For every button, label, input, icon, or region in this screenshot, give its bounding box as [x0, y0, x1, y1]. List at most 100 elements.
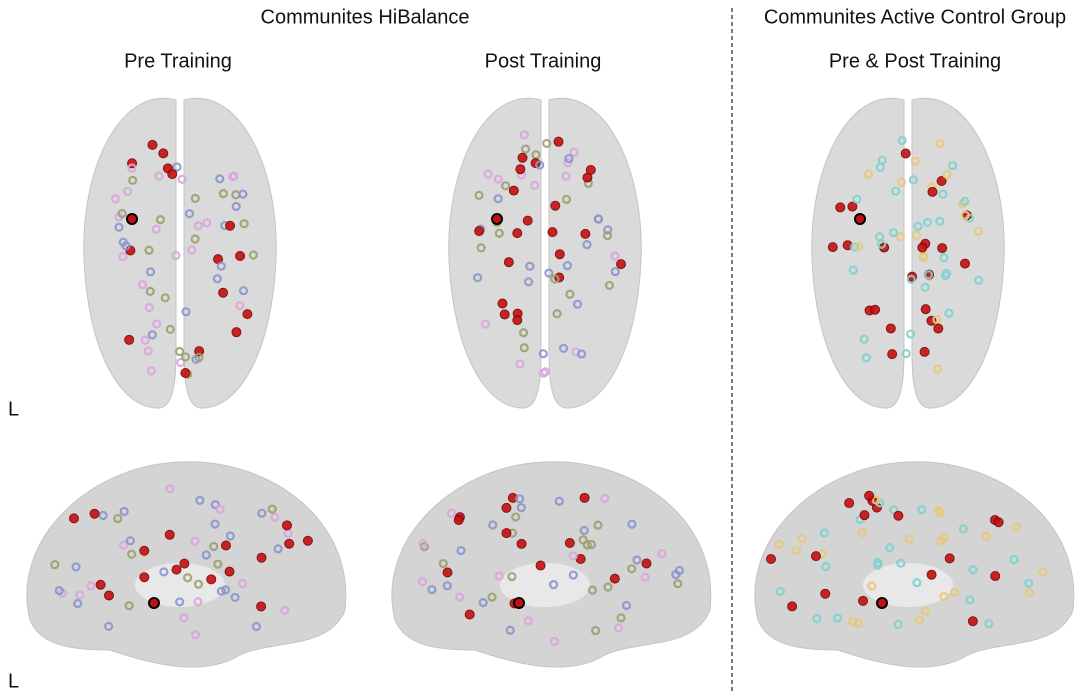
seed-node — [876, 597, 888, 609]
node — [54, 585, 64, 596]
node — [125, 245, 136, 256]
node — [302, 535, 313, 546]
hemisphere — [548, 97, 642, 409]
node — [542, 138, 552, 149]
node — [216, 586, 227, 596]
node — [547, 227, 558, 238]
node — [224, 566, 235, 577]
node — [863, 169, 874, 179]
panel-title: Post Training — [485, 50, 602, 72]
node — [50, 560, 60, 570]
node — [859, 334, 869, 344]
node — [820, 588, 831, 599]
node — [917, 242, 928, 253]
node — [766, 554, 777, 565]
node — [610, 251, 620, 261]
node — [183, 573, 193, 583]
node — [937, 243, 948, 254]
node — [171, 564, 182, 575]
group-title: Communites Active Control Group — [764, 6, 1066, 28]
node — [632, 555, 642, 565]
node — [248, 250, 259, 260]
node — [456, 546, 466, 556]
node — [127, 549, 137, 559]
node — [145, 286, 155, 297]
node — [453, 515, 464, 526]
node — [919, 346, 930, 357]
node — [118, 251, 128, 262]
node — [968, 565, 978, 575]
node — [932, 314, 942, 325]
node — [917, 504, 927, 515]
node — [238, 189, 248, 199]
node — [602, 230, 613, 241]
node — [127, 163, 137, 173]
node — [993, 517, 1004, 528]
node — [193, 597, 203, 607]
node — [455, 592, 465, 602]
node — [933, 505, 944, 515]
ventricle — [135, 563, 225, 607]
node — [960, 210, 970, 220]
node — [885, 543, 895, 553]
node — [155, 215, 166, 225]
node — [68, 513, 79, 524]
node — [627, 564, 637, 574]
node — [478, 597, 488, 608]
node — [499, 309, 510, 320]
node — [523, 616, 534, 626]
node — [273, 544, 283, 554]
node — [787, 601, 798, 612]
node — [580, 228, 591, 239]
brain-renders — [26, 97, 1075, 668]
node — [103, 590, 114, 601]
node — [213, 559, 223, 569]
node — [965, 595, 975, 605]
node — [867, 581, 877, 591]
node — [215, 504, 225, 514]
node — [610, 266, 620, 277]
node — [604, 280, 615, 291]
node — [516, 503, 526, 513]
node — [616, 613, 626, 623]
node — [791, 546, 802, 556]
node — [621, 600, 632, 611]
node — [1024, 587, 1034, 598]
node — [932, 364, 943, 374]
node — [600, 493, 610, 504]
node — [251, 621, 261, 632]
node — [516, 538, 527, 549]
node — [870, 304, 881, 315]
node — [195, 495, 205, 506]
node — [939, 253, 949, 263]
node — [922, 217, 933, 228]
node — [119, 506, 129, 517]
node — [284, 538, 295, 549]
node — [844, 498, 855, 509]
node — [981, 532, 991, 542]
node — [476, 243, 486, 253]
panel-title: Pre Training — [124, 50, 232, 72]
node — [920, 304, 931, 315]
node — [538, 368, 549, 378]
node — [139, 572, 150, 583]
node — [912, 578, 922, 588]
node — [194, 352, 204, 363]
node — [908, 175, 918, 185]
node — [923, 270, 934, 280]
node — [242, 309, 253, 320]
node — [137, 280, 148, 290]
seed-node — [513, 597, 525, 609]
node — [179, 613, 189, 623]
node — [587, 585, 598, 595]
node — [190, 536, 200, 546]
node — [190, 193, 200, 203]
node — [832, 613, 843, 623]
node — [172, 162, 182, 172]
node — [960, 196, 970, 206]
node — [775, 586, 785, 597]
orientation-label: L — [8, 670, 19, 692]
node — [561, 171, 571, 181]
ventricle — [500, 563, 590, 607]
node — [935, 139, 945, 149]
